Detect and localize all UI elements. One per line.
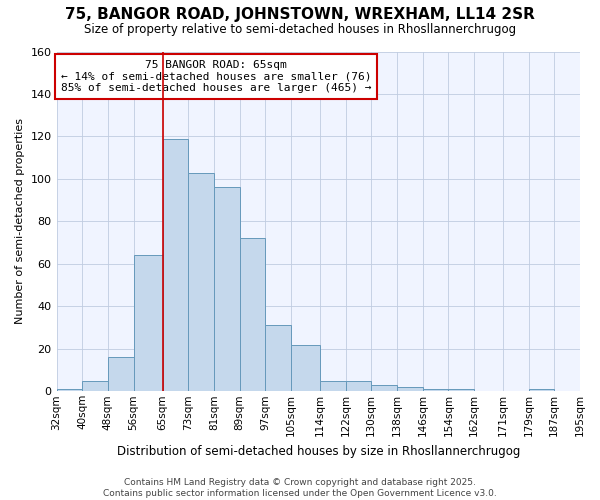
Y-axis label: Number of semi-detached properties: Number of semi-detached properties	[15, 118, 25, 324]
Bar	[291, 344, 320, 392]
Bar	[422, 389, 448, 392]
Bar	[82, 380, 108, 392]
Bar	[214, 188, 239, 392]
Bar	[320, 380, 346, 392]
Text: Size of property relative to semi-detached houses in Rhosllannerchrugog: Size of property relative to semi-detach…	[84, 22, 516, 36]
Text: Contains HM Land Registry data © Crown copyright and database right 2025.
Contai: Contains HM Land Registry data © Crown c…	[103, 478, 497, 498]
Bar	[397, 387, 422, 392]
Text: 75, BANGOR ROAD, JOHNSTOWN, WREXHAM, LL14 2SR: 75, BANGOR ROAD, JOHNSTOWN, WREXHAM, LL1…	[65, 8, 535, 22]
Bar	[108, 358, 134, 392]
Bar	[448, 389, 474, 392]
Bar	[265, 326, 291, 392]
Bar	[346, 380, 371, 392]
Bar	[529, 389, 554, 392]
Text: 75 BANGOR ROAD: 65sqm
← 14% of semi-detached houses are smaller (76)
85% of semi: 75 BANGOR ROAD: 65sqm ← 14% of semi-deta…	[61, 60, 371, 93]
Bar	[134, 256, 163, 392]
X-axis label: Distribution of semi-detached houses by size in Rhosllannerchrugog: Distribution of semi-detached houses by …	[116, 444, 520, 458]
Bar	[163, 138, 188, 392]
Bar	[371, 385, 397, 392]
Bar	[239, 238, 265, 392]
Bar	[188, 172, 214, 392]
Bar	[56, 389, 82, 392]
